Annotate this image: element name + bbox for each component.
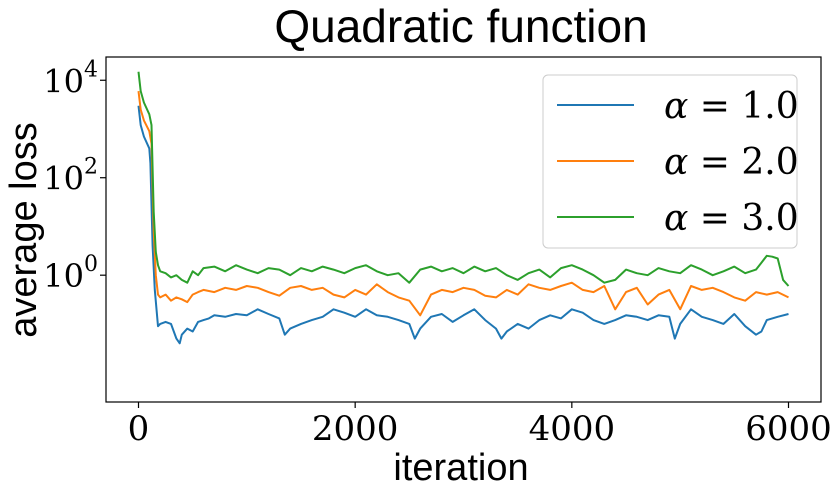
y-tick-label: 104 (43, 57, 98, 100)
plot-frame (105, 56, 822, 403)
series-line-2 (137, 90, 789, 317)
x-tick-label: 0 (128, 409, 150, 449)
y-tick-label: 100 (43, 252, 98, 295)
legend-label-3: α = 3.0 (664, 198, 799, 239)
chart-title: Quadratic function (274, 0, 647, 52)
y-tick-label: 102 (43, 155, 98, 198)
x-tick-label: 2000 (312, 409, 399, 449)
legend-label-2: α = 2.0 (664, 142, 799, 183)
x-tick-label: 4000 (529, 409, 616, 449)
x-axis-label: iteration (393, 447, 528, 489)
series-line-3 (137, 71, 790, 287)
series-line-1 (137, 105, 789, 345)
y-axis-label: average loss (3, 122, 45, 337)
legend-label-1: α = 1.0 (664, 86, 799, 127)
x-tick-label: 6000 (745, 409, 830, 449)
legend: α = 1.0 α = 2.0 α = 3.0 (542, 74, 799, 249)
series-layer (137, 71, 790, 345)
legend-box (542, 74, 798, 249)
y-axis: 100 102 104 (43, 57, 106, 295)
x-axis: 0 2000 4000 6000 (128, 402, 830, 449)
